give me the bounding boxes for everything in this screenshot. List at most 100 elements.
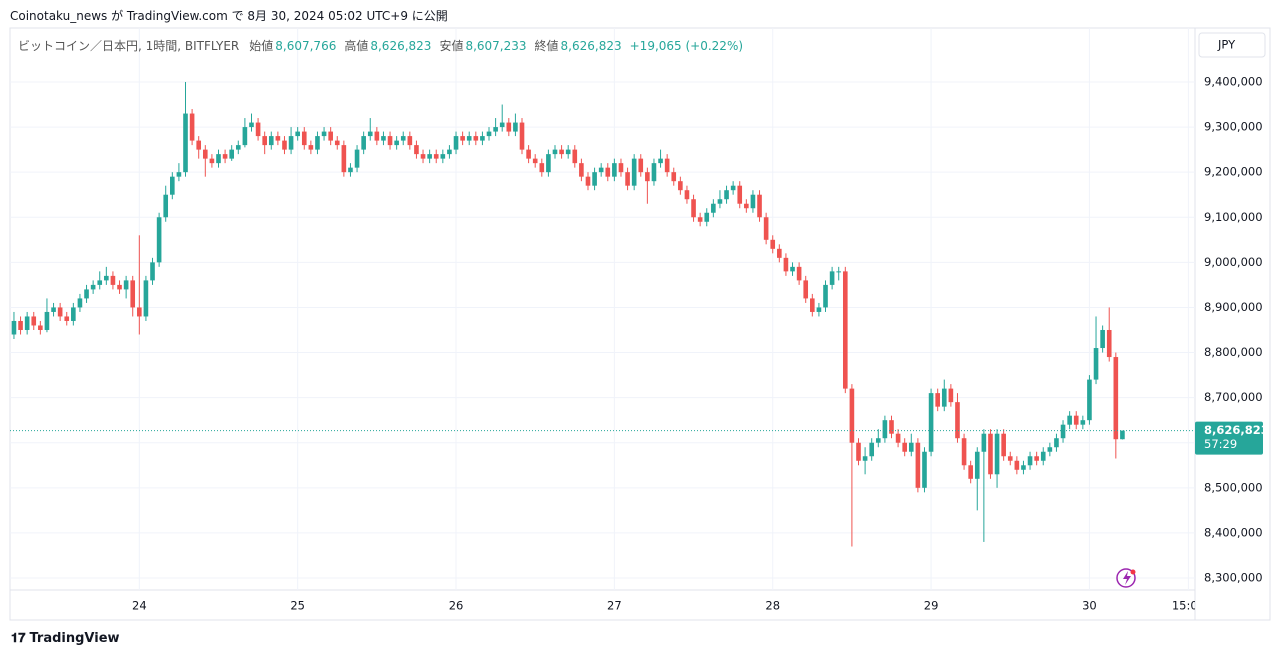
candle-body bbox=[1040, 451, 1046, 461]
candle-body bbox=[552, 149, 558, 155]
candle-body bbox=[282, 140, 287, 150]
legend-value: 8,626,823 bbox=[560, 39, 622, 53]
candle-body bbox=[202, 149, 208, 159]
candle-body bbox=[90, 284, 96, 290]
candle-body bbox=[84, 289, 89, 299]
candle-body bbox=[499, 122, 505, 128]
alert-bolt bbox=[1123, 571, 1131, 585]
candle-body bbox=[361, 136, 366, 150]
candle-body bbox=[922, 451, 927, 488]
candle-body bbox=[928, 393, 934, 452]
candle-body bbox=[777, 248, 782, 258]
candle-body bbox=[546, 154, 551, 173]
candle-body bbox=[1080, 420, 1086, 425]
candle-body bbox=[143, 280, 149, 317]
x-tick-label: 30 bbox=[1082, 599, 1097, 613]
candle-body bbox=[1014, 460, 1020, 470]
candle-body bbox=[44, 311, 50, 330]
candle-body bbox=[1087, 379, 1092, 421]
candle-body bbox=[1093, 348, 1099, 380]
candle-body bbox=[948, 388, 954, 403]
legend-value: 8,607,233 bbox=[465, 39, 527, 53]
alert-icon[interactable] bbox=[1116, 568, 1136, 588]
currency-button[interactable] bbox=[1198, 32, 1266, 58]
candle-body bbox=[889, 420, 894, 434]
candle-body bbox=[823, 284, 828, 308]
candle-body bbox=[678, 181, 683, 191]
candle-body bbox=[189, 113, 195, 141]
candle-body bbox=[321, 131, 327, 137]
candle-body bbox=[150, 262, 155, 281]
candle-body bbox=[374, 131, 380, 141]
symbol: ビットコイン／日本円, 1時間, BITFLYER bbox=[18, 39, 240, 53]
candle-body bbox=[869, 442, 875, 457]
candle-body bbox=[295, 131, 300, 137]
candle-body bbox=[288, 136, 294, 150]
last-price-label: 8,626,823 bbox=[1204, 423, 1269, 437]
candle-body bbox=[684, 190, 690, 200]
candle-body bbox=[565, 149, 571, 155]
y-tick-label: 8,900,000 bbox=[1204, 300, 1263, 314]
candle-body bbox=[1073, 415, 1079, 425]
candle-body bbox=[268, 136, 274, 146]
candle-body bbox=[618, 163, 624, 173]
candle-body bbox=[117, 284, 122, 290]
candle-body bbox=[744, 203, 749, 209]
candle-body bbox=[631, 158, 637, 186]
candle-body bbox=[862, 456, 868, 461]
candle-body bbox=[1120, 430, 1125, 440]
x-tick-label: 28 bbox=[765, 599, 780, 613]
candle-body bbox=[18, 320, 23, 330]
candle-body bbox=[367, 131, 373, 137]
candle-body bbox=[935, 393, 940, 407]
candle-body bbox=[170, 176, 175, 195]
candle-body bbox=[394, 140, 399, 146]
candle-body bbox=[1106, 329, 1112, 358]
candle-body bbox=[1113, 357, 1119, 440]
candle-body bbox=[77, 298, 83, 308]
candle-body bbox=[242, 127, 248, 146]
candle-body bbox=[473, 136, 479, 141]
candle-body bbox=[1060, 424, 1066, 439]
candle-body bbox=[387, 136, 393, 146]
brand-name: TradingView bbox=[29, 631, 120, 646]
candle-body bbox=[480, 136, 485, 141]
candle-body bbox=[671, 172, 677, 182]
candle-body bbox=[51, 307, 56, 312]
candle-body bbox=[183, 113, 188, 173]
candle-body bbox=[875, 438, 881, 443]
candle-body bbox=[466, 136, 472, 141]
x-tick-label: 25 bbox=[290, 599, 305, 613]
candle-body bbox=[1047, 447, 1053, 452]
candle-body bbox=[994, 433, 1000, 475]
candle-body bbox=[301, 131, 307, 146]
candle-body bbox=[209, 158, 215, 164]
candle-body bbox=[97, 280, 103, 285]
candle-body bbox=[420, 154, 426, 159]
candle-body bbox=[64, 316, 70, 321]
x-tick-label: 29 bbox=[924, 599, 939, 613]
candle-body bbox=[717, 199, 723, 204]
candle-body bbox=[486, 131, 492, 137]
candle-body bbox=[829, 271, 835, 285]
alert-dot bbox=[1130, 569, 1136, 575]
candle-body bbox=[770, 239, 776, 249]
candle-body bbox=[664, 158, 670, 173]
legend-value: 8,626,823 bbox=[370, 39, 432, 53]
candle-body bbox=[328, 131, 333, 141]
candle-body bbox=[24, 316, 30, 330]
candle-body bbox=[810, 298, 815, 312]
candle-body bbox=[691, 199, 696, 218]
y-tick-label: 9,300,000 bbox=[1204, 120, 1263, 134]
candle-body bbox=[400, 136, 406, 141]
candle-body bbox=[783, 257, 789, 272]
candle-body bbox=[275, 136, 281, 141]
candle-body bbox=[381, 136, 386, 141]
legend: ビットコイン／日本円, 1時間, BITFLYER 始値 8,607,766 高値 8,… bbox=[18, 37, 751, 54]
candle-body bbox=[11, 320, 17, 335]
candle-body bbox=[711, 203, 716, 213]
candle-body bbox=[981, 433, 987, 452]
candle-body bbox=[902, 442, 907, 452]
currency: JPY bbox=[1217, 38, 1236, 52]
